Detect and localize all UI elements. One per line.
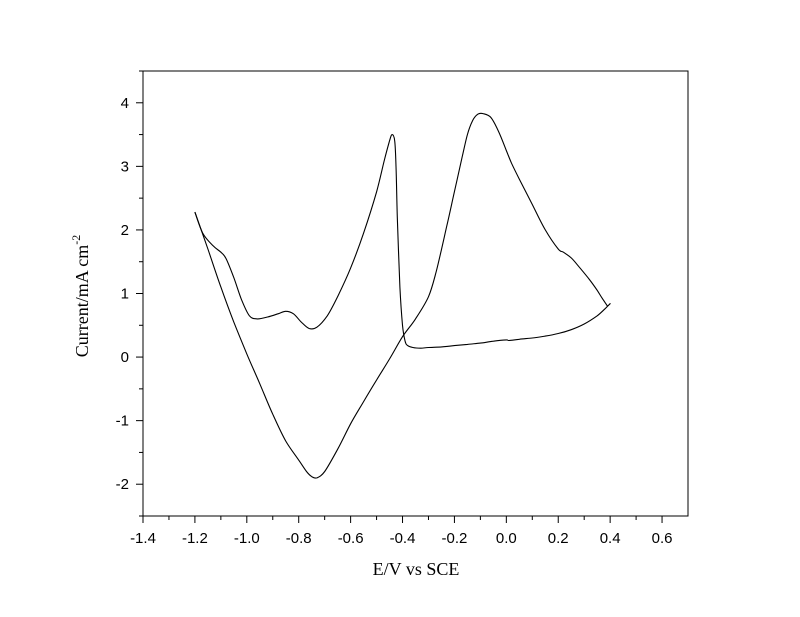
- x-axis-ticks: -1.4 -1.2 -1.0 -0.8 -0.6 -0.4 -0.2 0.0 0.2 0.4 0.6: [130, 516, 672, 547]
- x-tick-label: -0.2: [441, 530, 467, 547]
- x-tick-label: 0.4: [600, 530, 621, 547]
- y-tick-label: 3: [121, 158, 129, 175]
- x-tick-label: -1.2: [182, 530, 208, 547]
- y-tick-label: 0: [121, 349, 129, 366]
- anodic-scan-line: [194, 134, 611, 349]
- y-tick-label: 1: [121, 286, 129, 303]
- x-axis-title: E/V vs SCE: [373, 559, 460, 579]
- x-tick-label: 0.0: [496, 530, 517, 547]
- return-scan-line: [194, 112, 608, 479]
- y-tick-label: -2: [116, 476, 129, 493]
- y-tick-label: -1: [116, 413, 129, 430]
- x-tick-label: -1.0: [234, 530, 260, 547]
- y-tick-label: 2: [121, 222, 129, 239]
- x-tick-label: 0.2: [548, 530, 569, 547]
- plot-frame: [142, 70, 689, 517]
- y-axis-ticks: -2 -1 0 1 2 3 4: [116, 70, 143, 517]
- y-axis-title-main: Current/mA cm: [72, 245, 92, 357]
- x-tick-label: 0.6: [652, 530, 673, 547]
- curve-group: [194, 112, 611, 479]
- y-axis-title-superscript: -2: [69, 235, 83, 245]
- y-tick-label: 4: [121, 95, 129, 112]
- x-tick-label: -0.6: [338, 530, 364, 547]
- x-tick-label: -0.4: [390, 530, 416, 547]
- x-tick-label: -1.4: [130, 530, 156, 547]
- y-axis-title: Current/mA cm-2: [69, 235, 92, 357]
- x-tick-label: -0.8: [286, 530, 312, 547]
